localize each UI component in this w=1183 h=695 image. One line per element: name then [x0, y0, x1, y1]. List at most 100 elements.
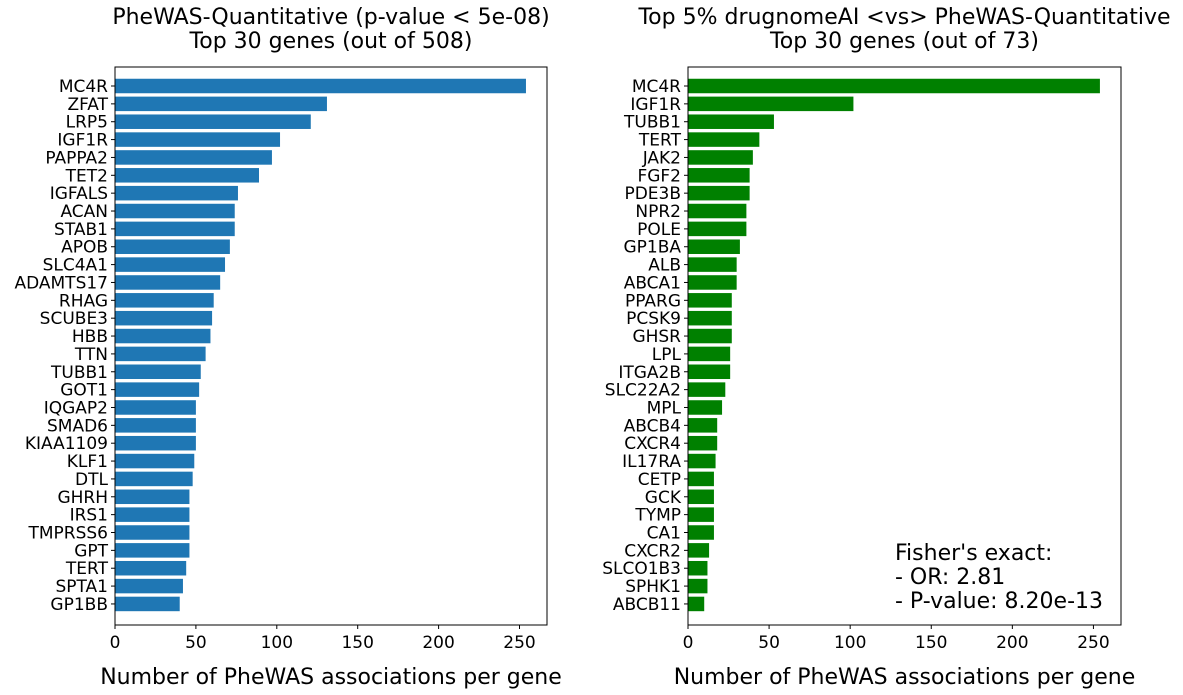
y-tick-label: ZFAT [67, 95, 108, 115]
x-tick-label: 250 [503, 633, 535, 653]
x-tick-label: 0 [683, 633, 694, 653]
y-tick-label: GOT1 [60, 381, 108, 401]
bar-fgf2 [688, 168, 750, 183]
bar-tert [688, 132, 760, 147]
bar-tubb1 [115, 364, 201, 380]
bar-abcb11 [688, 596, 705, 612]
y-tick-label: KLF1 [67, 452, 108, 472]
y-tick-label: ACAN [60, 202, 108, 222]
bar-pappa2 [115, 150, 272, 165]
bar-gck [688, 489, 714, 505]
plot-frame [114, 66, 548, 626]
bar-pparg [688, 293, 732, 308]
bar-hbb [115, 328, 211, 344]
y-tick-label: PDE3B [624, 184, 681, 204]
y-tick-label: APOB [61, 238, 108, 258]
y-tick-label: PPARG [625, 291, 681, 311]
y-tick-label: CA1 [647, 524, 681, 544]
bar-zfat [115, 96, 327, 112]
bar-rhag [115, 293, 214, 308]
y-tick-label: SCUBE3 [40, 309, 108, 329]
y-tick-label: KIAA1109 [25, 434, 108, 454]
y-tick-label: JAK2 [642, 148, 681, 168]
bar-mc4r [688, 78, 1100, 94]
x-tick-label: 50 [185, 633, 207, 653]
bar-cetp [688, 471, 714, 487]
bar-pde3b [688, 185, 750, 201]
y-tick-label: TYMP [634, 506, 681, 526]
bar-acan [115, 203, 235, 219]
y-tick-label: TUBB1 [50, 363, 108, 383]
bar-gp1ba [688, 239, 740, 254]
y-tick-label: TMPRSS6 [27, 524, 108, 544]
y-tick-label: ABCB11 [613, 595, 681, 615]
y-tick-label: ITGA2B [618, 363, 681, 383]
x-tick-label: 100 [261, 633, 293, 653]
y-tick-label: IGF1R [630, 95, 681, 115]
bar-dtl [115, 471, 193, 487]
y-tick-label: GHRH [57, 488, 108, 508]
y-tick-label: ALB [648, 256, 681, 276]
bar-npr2 [688, 203, 747, 219]
y-tick-label: SLC4A1 [43, 256, 108, 276]
bar-slc4a1 [115, 257, 226, 272]
x-tick-label: 150 [341, 633, 373, 653]
bar-klf1 [115, 453, 195, 469]
y-tick-label: TERT [638, 131, 682, 151]
chart-title: Top 5% drugnomeAI <vs> PheWAS-Quantitati… [637, 5, 1170, 30]
bar-igf1r [115, 132, 281, 147]
bar-pole [688, 221, 747, 237]
y-tick-label: NPR2 [635, 202, 681, 222]
annotation-line: - OR: 2.81 [895, 565, 1005, 590]
chart-title: PheWAS-Quantitative (p-value < 5e-08) [112, 5, 549, 30]
y-tick-label: SMAD6 [47, 416, 108, 436]
bar-abca1 [688, 275, 737, 290]
bar-adamts17 [115, 275, 221, 290]
bar-cxcr2 [688, 543, 710, 558]
bar-spta1 [115, 578, 183, 594]
y-tick-label: GP1BA [623, 238, 681, 258]
bar-mc4r [115, 78, 526, 94]
bar-ghrh [115, 489, 190, 505]
chart-panel-2: Top 5% drugnomeAI <vs> PheWAS-Quantitati… [602, 5, 1170, 690]
x-axis-label: Number of PheWAS associations per gene [100, 665, 562, 690]
bar-slc22a2 [688, 382, 726, 397]
y-tick-label: IGFALS [50, 184, 108, 204]
chart-subtitle: Top 30 genes (out of 73) [769, 29, 1039, 54]
y-tick-label: ADAMTS17 [14, 273, 108, 293]
bar-cxcr4 [688, 435, 718, 451]
y-tick-label: CXCR2 [624, 541, 681, 561]
bar-jak2 [688, 150, 753, 165]
x-axis-label: Number of PheWAS associations per gene [674, 665, 1136, 690]
y-tick-label: GP1BB [50, 595, 108, 615]
annotation-line: Fisher's exact: [895, 541, 1052, 566]
bar-ttn [115, 346, 206, 362]
y-tick-label: DTL [75, 470, 108, 490]
y-tick-label: GHSR [632, 327, 681, 347]
y-tick-label: IRS1 [70, 506, 108, 526]
bar-stab1 [115, 221, 235, 237]
x-tick-label: 250 [1077, 633, 1109, 653]
bar-tert [115, 560, 187, 576]
bar-tymp [688, 507, 714, 522]
y-tick-label: SLC22A2 [605, 381, 681, 401]
bar-smad6 [115, 418, 196, 433]
bar-gp1bb [115, 596, 180, 612]
x-tick-label: 200 [422, 633, 454, 653]
y-tick-label: LPL [652, 345, 682, 365]
bar-irs1 [115, 507, 190, 522]
bar-il17ra [688, 453, 716, 469]
bar-alb [688, 257, 737, 272]
bar-tet2 [115, 168, 259, 183]
y-tick-label: CETP [638, 470, 681, 490]
y-tick-label: CXCR4 [624, 434, 681, 454]
bar-ca1 [688, 525, 714, 540]
x-tick-label: 0 [110, 633, 121, 653]
bar-sphk1 [688, 578, 708, 594]
bar-slco1b3 [688, 560, 708, 576]
y-tick-label: TERT [65, 559, 109, 579]
y-tick-label: IGF1R [57, 131, 108, 151]
y-tick-label: FGF2 [637, 166, 681, 186]
y-tick-label: IL17RA [622, 452, 681, 472]
